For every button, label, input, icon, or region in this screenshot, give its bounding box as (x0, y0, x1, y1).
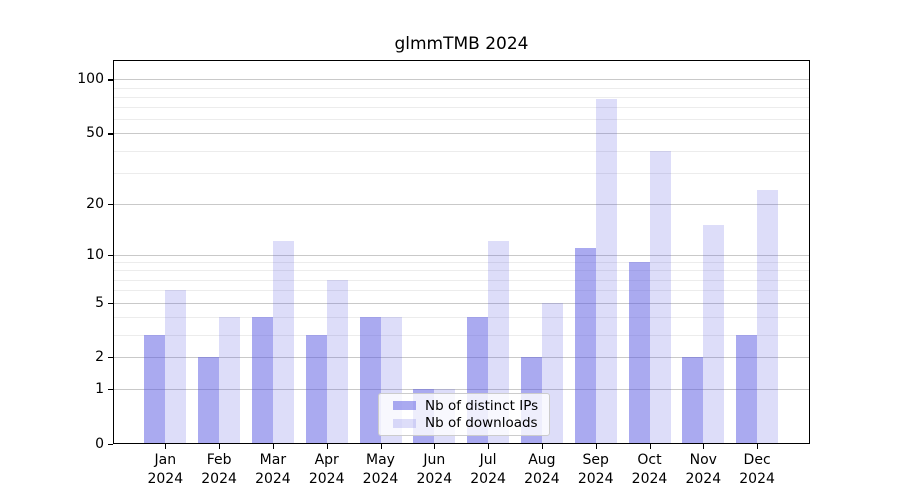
y-tick-mark (108, 444, 113, 446)
legend: Nb of distinct IPs Nb of downloads (378, 393, 550, 436)
gridline-minor (113, 107, 810, 109)
bar-jan-distinct-ips (144, 334, 166, 444)
gridline-minor (113, 334, 810, 336)
gridline-major (113, 254, 810, 256)
gridline-major (113, 357, 810, 359)
x-tick-mark (165, 444, 167, 449)
x-tick-label: Jun 2024 (416, 452, 453, 487)
gridline-minor (113, 119, 810, 121)
y-tick-mark (108, 79, 113, 81)
y-tick-mark (108, 203, 113, 205)
bar-sep-downloads (595, 98, 617, 444)
x-tick-label: Dec 2024 (739, 452, 775, 487)
bar-apr-downloads (326, 279, 348, 444)
gridline-minor (113, 262, 810, 264)
x-tick-label: Sep 2024 (577, 452, 614, 487)
x-tick-label: May 2024 (362, 452, 399, 487)
x-tick-mark (649, 444, 651, 449)
plot-area (113, 60, 810, 444)
bar-oct-downloads (649, 150, 671, 444)
legend-label-downloads: Nb of downloads (425, 415, 538, 432)
y-tick-label: 5 (95, 294, 104, 311)
x-tick-mark (541, 444, 544, 449)
legend-item-distinct-ips: Nb of distinct IPs (393, 398, 543, 414)
x-tick-mark (219, 444, 221, 449)
x-tick-label: Mar 2024 (255, 452, 291, 487)
legend-swatch-downloads-icon (393, 418, 416, 428)
x-tick-mark (326, 444, 328, 449)
y-tick-label: 10 (86, 246, 104, 263)
gridline-major (113, 302, 810, 304)
legend-item-downloads: Nb of downloads (393, 415, 543, 431)
gridline-minor (113, 290, 810, 292)
gridline-major (113, 79, 810, 81)
y-tick-mark (108, 254, 113, 256)
gridline-minor (113, 87, 810, 89)
x-tick-mark (434, 444, 436, 449)
gridline-minor (113, 270, 810, 272)
y-tick-label: 2 (95, 349, 104, 366)
gridline-minor (113, 316, 810, 318)
bar-may-distinct-ips (359, 316, 381, 444)
x-tick-label: Jan 2024 (147, 452, 184, 487)
bar-nov-distinct-ips (682, 357, 704, 444)
bar-mar-downloads (272, 241, 294, 444)
x-tick-mark (757, 444, 759, 449)
gridline-major (113, 203, 810, 205)
bar-apr-distinct-ips (305, 334, 327, 444)
x-tick-mark (595, 444, 597, 449)
bar-feb-distinct-ips (198, 357, 220, 444)
x-tick-label: Apr 2024 (308, 452, 345, 487)
x-tick-mark (272, 444, 275, 449)
gridline-minor (113, 96, 810, 98)
bar-dec-distinct-ips (736, 334, 758, 444)
gridline-major (113, 389, 810, 391)
x-tick-label: Feb 2024 (201, 452, 237, 487)
bar-jan-downloads (165, 290, 187, 444)
bar-oct-distinct-ips (628, 262, 650, 444)
x-tick-mark (380, 444, 382, 449)
x-tick-label: Aug 2024 (524, 452, 560, 487)
y-tick-mark (108, 357, 113, 359)
bar-feb-downloads (219, 316, 241, 444)
y-tick-mark (108, 302, 113, 304)
y-tick-label: 100 (77, 71, 104, 88)
chart-title: glmmTMB 2024 (394, 34, 529, 54)
bar-sep-distinct-ips (574, 247, 596, 444)
gridline-minor (113, 150, 810, 152)
x-tick-mark (488, 444, 490, 449)
gridline-minor (113, 172, 810, 174)
x-tick-label: Jul 2024 (470, 452, 506, 487)
y-tick-label: 0 (95, 436, 104, 452)
y-tick-label: 1 (95, 381, 104, 398)
x-tick-mark (703, 444, 705, 449)
y-tick-mark (108, 389, 113, 391)
bar-nov-downloads (703, 225, 725, 444)
y-tick-mark (108, 133, 113, 135)
gridline-minor (113, 279, 810, 281)
y-tick-label: 50 (86, 125, 104, 142)
legend-label-distinct-ips: Nb of distinct IPs (425, 397, 539, 414)
gridline-major (113, 133, 810, 135)
bar-mar-distinct-ips (251, 316, 273, 444)
legend-swatch-distinct-ips-icon (393, 401, 416, 411)
x-tick-label: Nov 2024 (685, 452, 722, 487)
bar-dec-downloads (757, 189, 779, 444)
x-tick-label: Oct 2024 (631, 452, 668, 487)
y-tick-label: 20 (86, 195, 104, 212)
